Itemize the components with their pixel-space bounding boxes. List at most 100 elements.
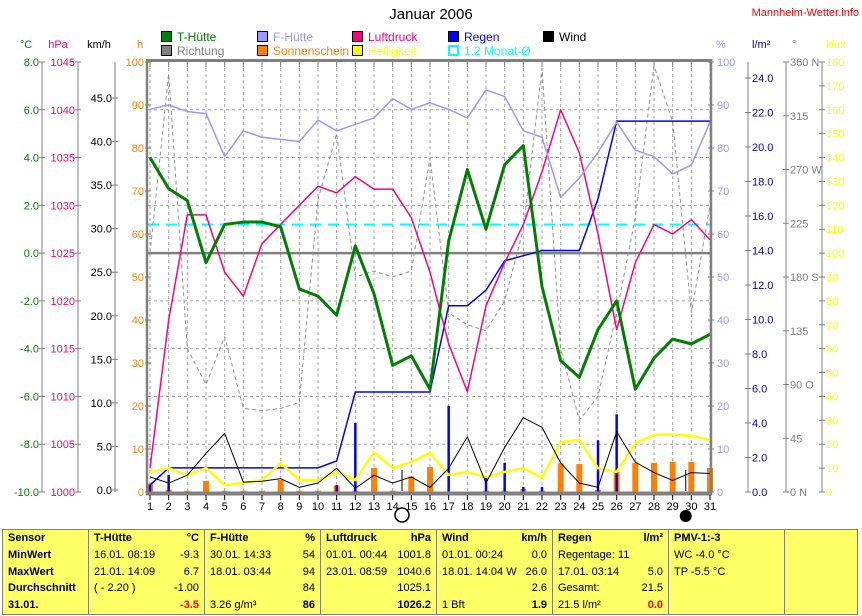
x-axis-day-label: 4 bbox=[203, 501, 209, 513]
stat-cell-value: 2.6 bbox=[531, 582, 547, 595]
stats-col-wind: Wind km/h 01.01. 00:24 0.0 18.01. 14:04 W 26.… bbox=[437, 530, 553, 614]
axis-tick-label: 1010 bbox=[51, 391, 75, 403]
axis-tick-label: 60 bbox=[717, 229, 729, 241]
stat-row: 2.6 bbox=[437, 580, 552, 597]
axis-tick-label: 30 bbox=[826, 415, 838, 427]
axis-tick-label: 0.0 bbox=[24, 248, 39, 260]
axis-tick-label: 20.0 bbox=[91, 311, 112, 323]
axis-tick-label: 45 bbox=[790, 433, 802, 445]
x-axis-day-label: 28 bbox=[648, 501, 660, 513]
axis-tick-label: 10 bbox=[826, 463, 838, 475]
axis-tick-label: 70 bbox=[717, 186, 729, 198]
axis-tick-label: 20 bbox=[132, 401, 144, 413]
axis-tick-label: 4.0 bbox=[24, 153, 39, 165]
x-axis-day-label: 12 bbox=[349, 501, 361, 513]
stat-row: 84 bbox=[205, 580, 320, 597]
axis-tick-label: 160 bbox=[826, 105, 844, 117]
axis-tick-label: 1040 bbox=[51, 105, 75, 117]
axis-tick-label: 8.0 bbox=[752, 349, 767, 361]
axis-tick-label: 90 bbox=[826, 272, 838, 284]
stat-row: Gesamt: 21.5 bbox=[553, 580, 668, 597]
axis-tick-label: 50 bbox=[132, 272, 144, 284]
stats-col-regen: Regen l/m² Regentage: 11 17.01. 03:14 5.0 Ges… bbox=[553, 530, 669, 614]
stat-cell-value: 54 bbox=[302, 548, 315, 561]
axis-tick-label: 40 bbox=[717, 315, 729, 327]
unit-celsius: °C bbox=[20, 39, 32, 51]
x-axis-day-label: 27 bbox=[629, 501, 641, 513]
stat-cell-value: -3.5 bbox=[180, 599, 199, 612]
stat-cell-label: T-Hütte bbox=[94, 532, 132, 544]
stat-cell-label: TP -5.5 °C bbox=[674, 565, 726, 578]
axis-tick-label: 4.0 bbox=[752, 418, 767, 430]
axis-tick-label: 315 bbox=[790, 111, 808, 123]
stat-row: 23.01. 08:59 1040.6 bbox=[321, 564, 436, 581]
axis-tick-label: -2.0 bbox=[20, 296, 39, 308]
stat-cell-label: 30.01. 14:33 bbox=[210, 548, 272, 561]
stat-cell-label: 21.01. 14:09 bbox=[94, 565, 156, 578]
stat-cell-value: % bbox=[305, 532, 315, 544]
stat-cell-value: hPa bbox=[410, 532, 431, 544]
stat-cell-label: 31.01. bbox=[8, 599, 39, 612]
stat-row: Regentage: 11 bbox=[553, 547, 668, 564]
axis-tick-label: 130 bbox=[826, 176, 844, 188]
series-luftdruck bbox=[149, 109, 711, 469]
unit-hours: h bbox=[137, 39, 143, 51]
legend-item-1-2-monat-: 1.2 Monat-Ø bbox=[448, 44, 531, 58]
axis-tick-label: 225 bbox=[790, 218, 808, 230]
stat-row: Durchschnitt bbox=[3, 580, 88, 597]
x-axis-day-label: 2 bbox=[166, 501, 172, 513]
axis-tick-label: 120 bbox=[826, 200, 844, 212]
axis-tick-label: 150 bbox=[826, 129, 844, 141]
axis-tick-label: -6.0 bbox=[20, 391, 39, 403]
axis-tick-label: -4.0 bbox=[20, 344, 39, 356]
stat-cell-value: 0.0 bbox=[531, 548, 547, 561]
stat-cell-value: 0.0 bbox=[647, 599, 663, 612]
axis-tick-label: 40 bbox=[826, 391, 838, 403]
axis-tick-label: 2.0 bbox=[752, 453, 767, 465]
stat-row: 1026.2 bbox=[321, 597, 436, 614]
axis-tick-label: 0 bbox=[717, 487, 723, 499]
legend-label: Sonnenschein bbox=[273, 43, 350, 58]
axis-tick-label: 90 O bbox=[790, 380, 814, 392]
axis-tick-label: 10 bbox=[132, 444, 144, 456]
legend-item-helligkeit: Helligkeit bbox=[352, 44, 417, 58]
legend-item-sonnenschein: Sonnenschein bbox=[257, 43, 350, 58]
stat-row: -3.5 bbox=[89, 597, 204, 614]
source-link[interactable]: Mannheim-Wetter.info bbox=[751, 7, 859, 19]
x-axis-day-label: 20 bbox=[499, 501, 511, 513]
axis-tick-label: 360 N bbox=[790, 57, 819, 69]
stat-row: 01.01. 00:44 1001.8 bbox=[321, 547, 436, 564]
stats-col-t-h-tte: T-Hütte °C 16.01. 08:19 -9.3 21.01. 14:09 6.7… bbox=[89, 530, 205, 614]
x-axis-day-label: 8 bbox=[278, 501, 284, 513]
stats-col-f-h-tte: F-Hütte% 30.01. 14:33 54 18.01. 03:44 94 84 3.… bbox=[205, 530, 321, 614]
stat-cell-value: 1025.1 bbox=[397, 582, 431, 595]
x-axis-day-label: 18 bbox=[461, 501, 473, 513]
axis-tick-label: 0.0 bbox=[97, 485, 112, 497]
legend-swatch bbox=[161, 45, 172, 56]
stat-cell-label: 17.01. 03:14 bbox=[558, 565, 620, 578]
axis-tick-label: 18.0 bbox=[752, 177, 773, 189]
stat-row: 17.01. 03:14 5.0 bbox=[553, 564, 668, 581]
unit-kmh: km/h bbox=[87, 39, 111, 51]
x-axis-day-label: 9 bbox=[296, 501, 302, 513]
stat-cell-value: 86 bbox=[302, 599, 315, 612]
legend-item-richtung: Richtung bbox=[161, 44, 224, 58]
stat-row: ( - 2.20 ) -1.00 bbox=[89, 580, 204, 597]
stat-cell-value: 1026.2 bbox=[397, 599, 431, 612]
axis-tick-label: 270 W bbox=[790, 165, 822, 177]
stat-row: 01.01. 00:24 0.0 bbox=[437, 547, 552, 564]
stat-cell-value: 94 bbox=[302, 565, 315, 578]
axis-tick-label: 110 bbox=[826, 224, 844, 236]
axis-tick-label: 70 bbox=[826, 320, 838, 332]
axis-tick-label: 8.0 bbox=[24, 57, 39, 69]
stat-cell-label: 3.26 g/m³ bbox=[210, 599, 257, 612]
legend-swatch bbox=[352, 45, 363, 56]
axis-tick-label: 25.0 bbox=[91, 267, 112, 279]
x-axis-day-label: 17 bbox=[443, 501, 455, 513]
stat-row: 31.01. bbox=[3, 597, 88, 614]
axis-tick-label: 30 bbox=[132, 358, 144, 370]
stat-cell-label: 18.01. 14:04 W bbox=[442, 565, 517, 578]
axis-tick-label: 10.0 bbox=[752, 315, 773, 327]
axis-tick-label: 20.0 bbox=[752, 142, 773, 154]
x-axis-day-label: 11 bbox=[331, 501, 342, 513]
